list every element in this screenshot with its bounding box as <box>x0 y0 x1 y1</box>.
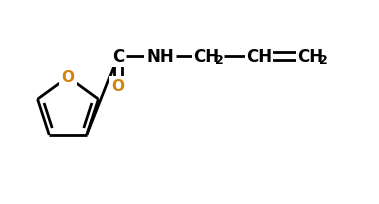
Text: NH: NH <box>146 48 174 66</box>
Text: O: O <box>61 70 75 85</box>
Text: CH: CH <box>193 48 219 66</box>
Text: CH: CH <box>246 48 272 66</box>
Text: 2: 2 <box>319 54 327 67</box>
Text: 2: 2 <box>215 54 223 67</box>
Text: CH: CH <box>297 48 323 66</box>
Text: C: C <box>112 48 124 66</box>
Text: O: O <box>111 79 124 94</box>
